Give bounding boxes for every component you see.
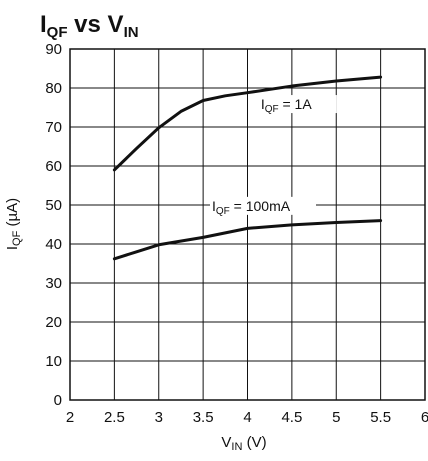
y-tick-label: 30 [45,275,62,292]
annotation-iqf-100ma: IQF = 100mA [212,198,291,217]
y-tick-label: 70 [45,119,62,136]
y-axis-label: IQF (µA) [4,198,23,250]
grid-layer [69,48,426,401]
plot-frame [69,48,426,401]
chart-title-middle: vs V [68,11,124,38]
x-axis-label-suffix: (V) [242,434,266,451]
x-tick-label: 5 [332,409,340,426]
annotation-iqf-1a-main: I [261,96,265,112]
annotation-iqf-100ma-suffix: = 100mA [230,198,291,214]
annotation-iqf-100ma-sub: QF [216,206,230,217]
y-tick-label: 0 [54,392,62,409]
series-layer [112,75,383,261]
y-tick-label: 60 [45,158,62,175]
annotation-iqf-1a-suffix: = 1A [279,96,313,112]
x-tick-label: 3.5 [193,409,214,426]
x-tick-label: 2.5 [104,409,125,426]
y-tick-label: 40 [45,236,62,253]
chart-title: IQF vs VIN [40,11,139,41]
annotation-iqf-1a: IQF = 1A [261,96,313,115]
chart-title-main: I [40,11,47,38]
annotation-iqf-1a-background [258,95,337,114]
annotation-iqf-1a-sub: QF [265,104,279,115]
x-axis-label-main: V [221,434,231,451]
y-axis-label-sub: QF [11,230,23,246]
y-tick-label: 50 [45,197,62,214]
y-tick-label: 10 [45,353,62,370]
y-tick-label: 80 [45,80,62,97]
x-tick-label: 4.5 [281,409,302,426]
x-axis-label-sub: IN [231,441,242,453]
annotation-iqf-100ma-main: I [212,198,216,214]
chart-title-sub2: IN [124,24,139,41]
chart-title-sub: QF [47,24,68,41]
series-line-iqf-1a [112,75,383,172]
x-tick-label: 2 [66,409,74,426]
y-axis-label-suffix: (µA) [4,198,21,231]
y-axis-label-main: I [4,246,21,250]
x-tick-label: 4 [243,409,251,426]
y-tick-label: 20 [45,314,62,331]
x-tick-label: 6 [421,409,428,426]
annotation-iqf-100ma-background [210,196,316,215]
x-tick-label: 5.5 [370,409,391,426]
y-tick-label: 90 [45,41,62,58]
x-tick-label: 3 [155,409,163,426]
x-axis-label: VIN (V) [221,434,266,453]
series-line-iqf-100ma [112,219,383,261]
